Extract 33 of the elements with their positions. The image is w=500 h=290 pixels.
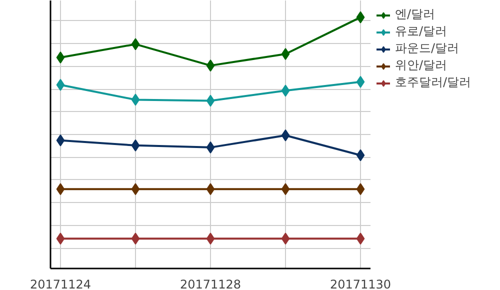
point (206, 94, 215, 107)
point (356, 183, 365, 196)
legend-label: 파운드/달러 (395, 40, 460, 57)
point (206, 232, 215, 245)
point (356, 76, 365, 88)
point (131, 139, 140, 152)
point (56, 232, 65, 245)
point (281, 84, 290, 97)
point (56, 52, 65, 64)
point (356, 11, 365, 24)
point (356, 232, 365, 245)
legend-label: 엔/달러 (395, 6, 436, 23)
point (281, 232, 290, 245)
x-tick-label: 20171124 (30, 278, 92, 290)
point (131, 38, 140, 50)
point (281, 48, 290, 60)
legend-label: 호주달러/달러 (395, 74, 472, 91)
point (206, 183, 215, 196)
point (356, 149, 365, 162)
legend-label: 위안/달러 (395, 57, 448, 74)
point (131, 232, 140, 245)
point (131, 183, 140, 196)
point (131, 94, 140, 106)
point (206, 141, 215, 154)
point (281, 129, 290, 142)
point (56, 134, 65, 146)
x-tick-label: 20171130 (330, 278, 392, 290)
point (281, 183, 290, 196)
point (206, 60, 215, 72)
point (56, 78, 65, 91)
legend-label: 유로/달러 (395, 23, 448, 40)
point (56, 183, 65, 196)
x-tick-label: 20171128 (180, 278, 242, 290)
